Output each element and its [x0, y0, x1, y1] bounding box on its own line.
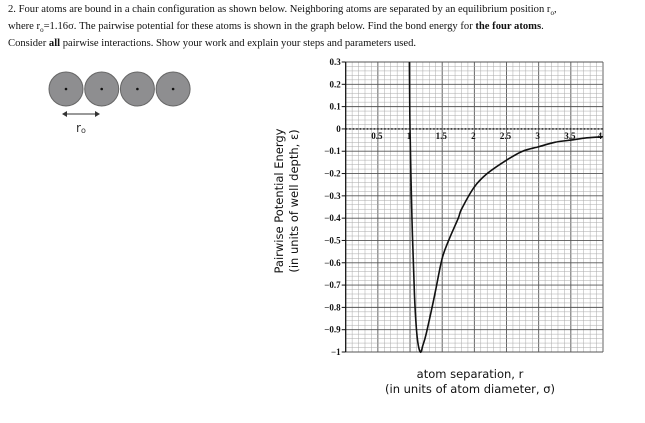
atom [155, 71, 191, 107]
y-tick-label: 0.2 [329, 79, 341, 89]
y-tick-label: −0.9 [324, 325, 341, 335]
x-tick-label: 1 [407, 131, 412, 141]
x-tick-label: 2 [471, 131, 476, 141]
x-tick-label: 3 [535, 131, 540, 141]
spacing-label: ro [76, 121, 86, 135]
chart-grid [345, 61, 604, 353]
y-tick-label: −0.3 [324, 191, 341, 201]
y-tick-label: −0.7 [324, 280, 341, 290]
x-tick-label: 4 [598, 131, 603, 141]
y-tick-label: 0.1 [329, 102, 341, 112]
x-tick-label: 0.5 [371, 131, 383, 141]
y-tick-label: 0 [336, 124, 341, 134]
x-tick-label: 1.5 [436, 131, 448, 141]
atom [84, 71, 120, 107]
potential-curve [408, 61, 604, 354]
chart-ticks: 0.3 0.2 0.1 0 −0.1 −0.2 −0.3 −0.4 −0.5 −0.6 −0.7 −0… [324, 57, 602, 357]
y-tick-label: 0.3 [329, 57, 341, 67]
y-tick-label: −0.5 [324, 235, 341, 245]
atom [48, 71, 84, 107]
y-tick-label: −0.6 [324, 258, 341, 268]
question-text: 2. Four atoms are bound in a chain confi… [8, 4, 557, 50]
y-tick-label: −0.4 [324, 213, 341, 223]
spacing-arrow [62, 111, 100, 117]
atom-center-dot [64, 87, 68, 91]
atom-center-dot [171, 87, 175, 91]
question-number: 2. [8, 4, 16, 15]
y-tick-label: −0.2 [324, 169, 341, 179]
y-tick-label: −0.1 [324, 146, 341, 156]
y-tick-label: −1 [331, 347, 341, 357]
x-tick-label: 2.5 [500, 131, 512, 141]
chart-axes [345, 62, 603, 352]
atom [119, 71, 155, 107]
atom-center-dot [136, 87, 139, 91]
x-tick-label: 3.5 [564, 131, 576, 141]
y-tick-label: −0.8 [324, 302, 341, 312]
y-axis-label: Pairwise Potential Energy (in units of w… [272, 128, 301, 274]
atom-center-dot [100, 87, 103, 91]
x-axis-label: atom separation, r (in units of atom dia… [385, 367, 555, 396]
